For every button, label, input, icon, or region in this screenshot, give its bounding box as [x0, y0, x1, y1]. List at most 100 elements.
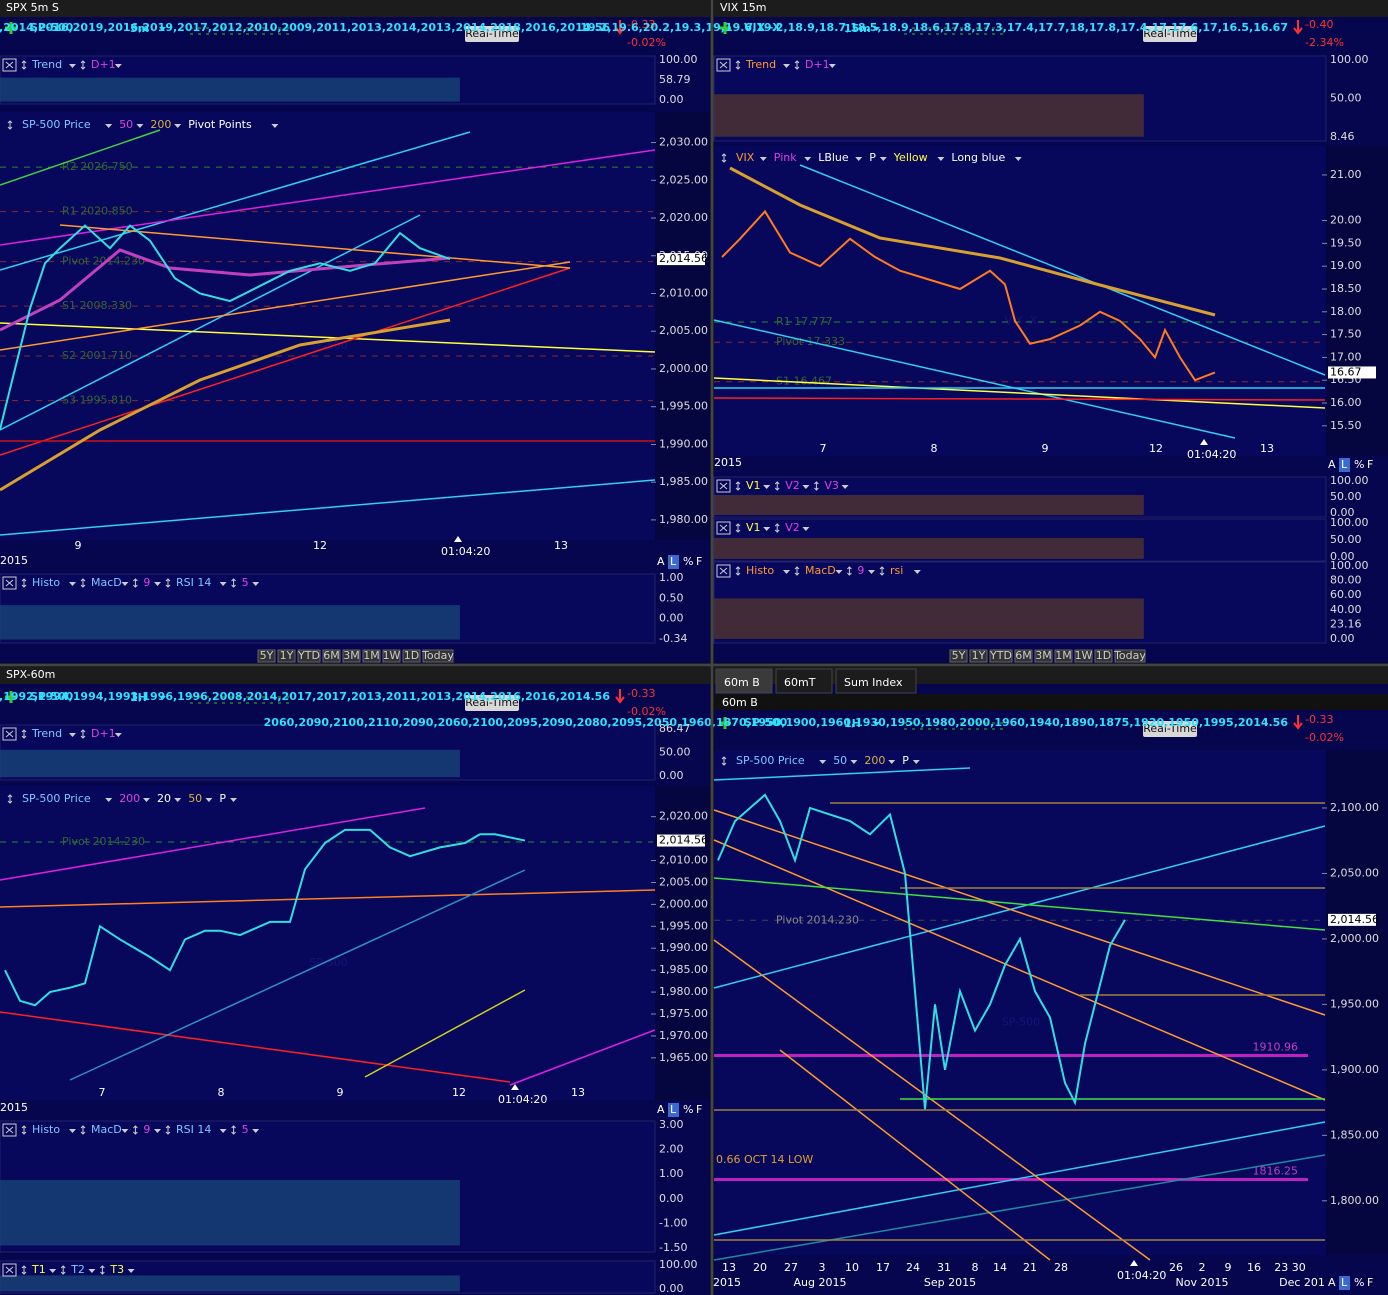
strip-legend-item[interactable]: T2 [70, 1263, 85, 1276]
range-button[interactable] [362, 649, 381, 663]
realtime-button[interactable] [1143, 26, 1197, 42]
strip-legend-item[interactable]: Histo [746, 564, 774, 577]
legend-item[interactable]: 50 [188, 792, 202, 805]
tab[interactable] [775, 668, 833, 694]
range-button[interactable] [969, 649, 988, 663]
legend-item[interactable]: 50 [833, 754, 847, 767]
close-box[interactable] [716, 479, 731, 493]
close-box[interactable] [2, 576, 17, 590]
strip-legend-item[interactable]: 5 [242, 1123, 249, 1136]
tab[interactable] [715, 668, 773, 694]
legend-item[interactable]: Pivot Points [188, 118, 252, 131]
strip-legend-item[interactable]: V1 [746, 479, 761, 492]
range-button[interactable] [402, 649, 421, 663]
legend-item[interactable]: Yellow [893, 151, 928, 164]
legend-item[interactable]: 200 [864, 754, 885, 767]
scale-button[interactable]: L [670, 555, 677, 568]
legend-item[interactable]: P [219, 792, 226, 805]
scale-button[interactable]: A [1328, 458, 1336, 471]
symbol[interactable]: SP-500 [744, 716, 788, 729]
range-button[interactable] [297, 649, 321, 663]
legend-item[interactable]: P [902, 754, 909, 767]
symbol[interactable]: VIX--X [744, 21, 781, 34]
range-button[interactable] [989, 649, 1013, 663]
strip-legend-item[interactable]: Histo [32, 1123, 60, 1136]
legend-item[interactable]: P [869, 151, 876, 164]
legend-item[interactable]: 20 [157, 792, 171, 805]
scale-button[interactable]: A [657, 1103, 665, 1116]
tab[interactable] [835, 668, 917, 694]
close-box[interactable] [716, 564, 731, 578]
legend-item[interactable]: LBlue [818, 151, 849, 164]
strip-legend-item[interactable]: Histo [32, 576, 60, 589]
scale-button[interactable]: F [1367, 458, 1373, 471]
scale-button[interactable]: L [1341, 1276, 1348, 1289]
scale-button[interactable]: F [1367, 1276, 1373, 1289]
legend-item[interactable]: 50 [119, 118, 133, 131]
legend-item[interactable]: Pink [774, 151, 797, 164]
realtime-button[interactable] [465, 695, 519, 711]
strip-legend-item[interactable]: D+1 [91, 727, 116, 740]
strip-legend-item[interactable]: RSI 14 [176, 1123, 211, 1136]
legend-item[interactable]: SP-500 Price [22, 118, 91, 131]
legend-item[interactable]: Long blue [951, 151, 1005, 164]
close-box[interactable] [2, 727, 17, 741]
range-button[interactable] [1014, 649, 1033, 663]
strip-legend-item[interactable]: MacD [805, 564, 836, 577]
scale-button[interactable]: L [670, 1103, 677, 1116]
scale-button[interactable]: A [1328, 1276, 1336, 1289]
scale-button[interactable]: L [1341, 458, 1348, 471]
legend-item[interactable]: 200 [119, 792, 140, 805]
symbol[interactable]: SP-500 [30, 21, 74, 34]
range-button[interactable] [1034, 649, 1053, 663]
scale-button[interactable]: % [1354, 1276, 1364, 1289]
scale-button[interactable]: A [657, 555, 665, 568]
range-button[interactable] [257, 649, 276, 663]
close-box[interactable] [716, 521, 731, 535]
symbol[interactable]: SP-500 [30, 690, 74, 703]
legend-item[interactable]: VIX [736, 151, 755, 164]
range-button[interactable] [1054, 649, 1073, 663]
scale-button[interactable]: F [696, 555, 702, 568]
strip-legend-item[interactable]: V2 [785, 479, 800, 492]
strip-legend-item[interactable]: D+1 [91, 58, 116, 71]
legend-item[interactable]: 200 [150, 118, 171, 131]
strip-legend-item[interactable]: MacD [91, 1123, 122, 1136]
legend-item[interactable]: SP-500 Price [22, 792, 91, 805]
range-button[interactable] [1114, 649, 1146, 663]
strip-legend-item[interactable]: V1 [746, 521, 761, 534]
range-button[interactable] [322, 649, 341, 663]
strip-legend-item[interactable]: Trend [31, 58, 62, 71]
strip-legend-item[interactable]: Trend [31, 727, 62, 740]
close-box[interactable] [2, 1263, 17, 1277]
strip-legend-item[interactable]: 9 [857, 564, 864, 577]
strip-legend-item[interactable]: V3 [824, 479, 839, 492]
strip-legend-item[interactable]: V2 [785, 521, 800, 534]
close-box[interactable] [2, 1123, 17, 1137]
close-box[interactable] [716, 58, 731, 72]
scale-button[interactable]: % [683, 1103, 693, 1116]
range-button[interactable] [422, 649, 454, 663]
realtime-button[interactable] [1143, 721, 1197, 737]
range-button[interactable] [277, 649, 296, 663]
realtime-button[interactable] [465, 26, 519, 42]
strip-legend-item[interactable]: MacD [91, 576, 122, 589]
strip-legend-item[interactable]: T1 [31, 1263, 46, 1276]
close-box[interactable] [2, 58, 17, 72]
strip-legend-item[interactable]: 9 [143, 576, 150, 589]
strip-legend-item[interactable]: rsi [890, 564, 903, 577]
range-button[interactable] [949, 649, 968, 663]
strip-legend-item[interactable]: RSI 14 [176, 576, 211, 589]
range-button[interactable] [382, 649, 401, 663]
scale-button[interactable]: % [683, 555, 693, 568]
strip-legend-item[interactable]: 9 [143, 1123, 150, 1136]
strip-legend-item[interactable]: T3 [109, 1263, 124, 1276]
range-button[interactable] [342, 649, 361, 663]
legend-item[interactable]: SP-500 Price [736, 754, 805, 767]
strip-legend-item[interactable]: D+1 [805, 58, 830, 71]
strip-legend-item[interactable]: 5 [242, 576, 249, 589]
strip-legend-item[interactable]: Trend [745, 58, 776, 71]
range-button[interactable] [1074, 649, 1093, 663]
range-button[interactable] [1094, 649, 1113, 663]
scale-button[interactable]: % [1354, 458, 1364, 471]
